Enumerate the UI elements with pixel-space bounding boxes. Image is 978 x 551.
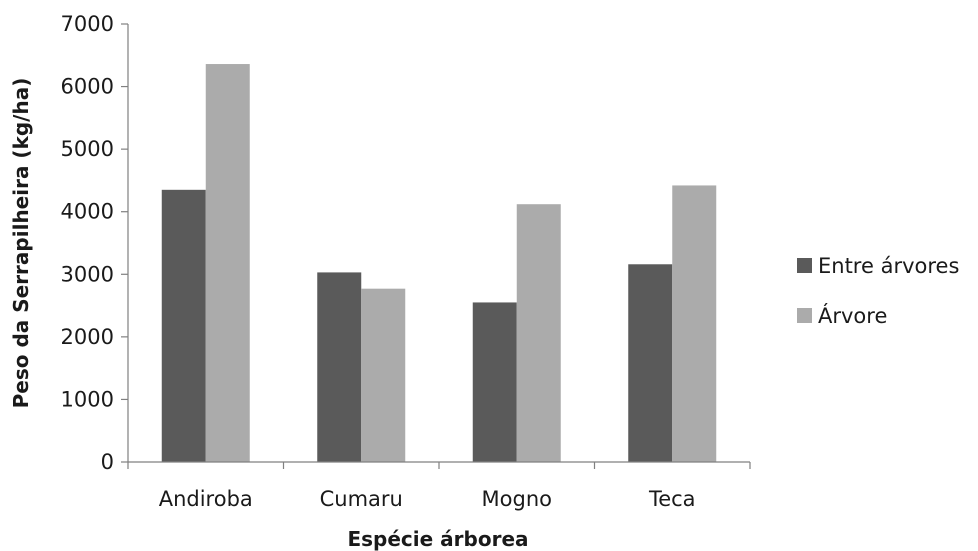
x-tick-labels: Andiroba Cumaru Mogno Teca <box>159 487 696 511</box>
x-tick-label: Andiroba <box>159 487 253 511</box>
x-tick-label: Mogno <box>482 487 552 511</box>
legend-label-arvore: Árvore <box>818 303 887 328</box>
bar-arvore-cumaru <box>361 288 406 462</box>
y-tick-label: 3000 <box>61 262 114 286</box>
y-tick-label: 5000 <box>61 137 114 161</box>
legend-swatch-arvore <box>797 308 812 323</box>
bar-arvore-teca <box>672 185 717 463</box>
y-tick-label: 4000 <box>61 200 114 224</box>
bar-entre-arvores-andiroba <box>161 189 206 463</box>
y-tick-label: 7000 <box>61 12 114 36</box>
legend: Entre árvores Árvore <box>797 254 959 328</box>
y-axis-title: Peso da Serrapilheira (kg/ha) <box>9 78 33 409</box>
x-tick-label: Cumaru <box>320 487 403 511</box>
bar-entre-arvores-mogno <box>472 302 517 462</box>
legend-swatch-entre-arvores <box>797 258 812 273</box>
legend-label-entre-arvores: Entre árvores <box>818 254 959 278</box>
x-axis-title: Espécie árborea <box>347 527 528 551</box>
bar-entre-arvores-teca <box>628 264 673 462</box>
bars-layer <box>161 64 717 463</box>
bar-arvore-mogno <box>516 204 561 462</box>
x-tick-label: Teca <box>648 487 696 511</box>
y-tick-labels: 0 1000 2000 3000 4000 5000 6000 7000 <box>61 12 114 474</box>
y-tick-label: 0 <box>101 450 114 474</box>
axes-layer <box>121 23 751 469</box>
bar-entre-arvores-cumaru <box>317 272 362 462</box>
y-tick-label: 6000 <box>61 75 114 99</box>
y-tick-label: 2000 <box>61 325 114 349</box>
y-tick-label: 1000 <box>61 387 114 411</box>
bar-arvore-andiroba <box>205 64 250 462</box>
